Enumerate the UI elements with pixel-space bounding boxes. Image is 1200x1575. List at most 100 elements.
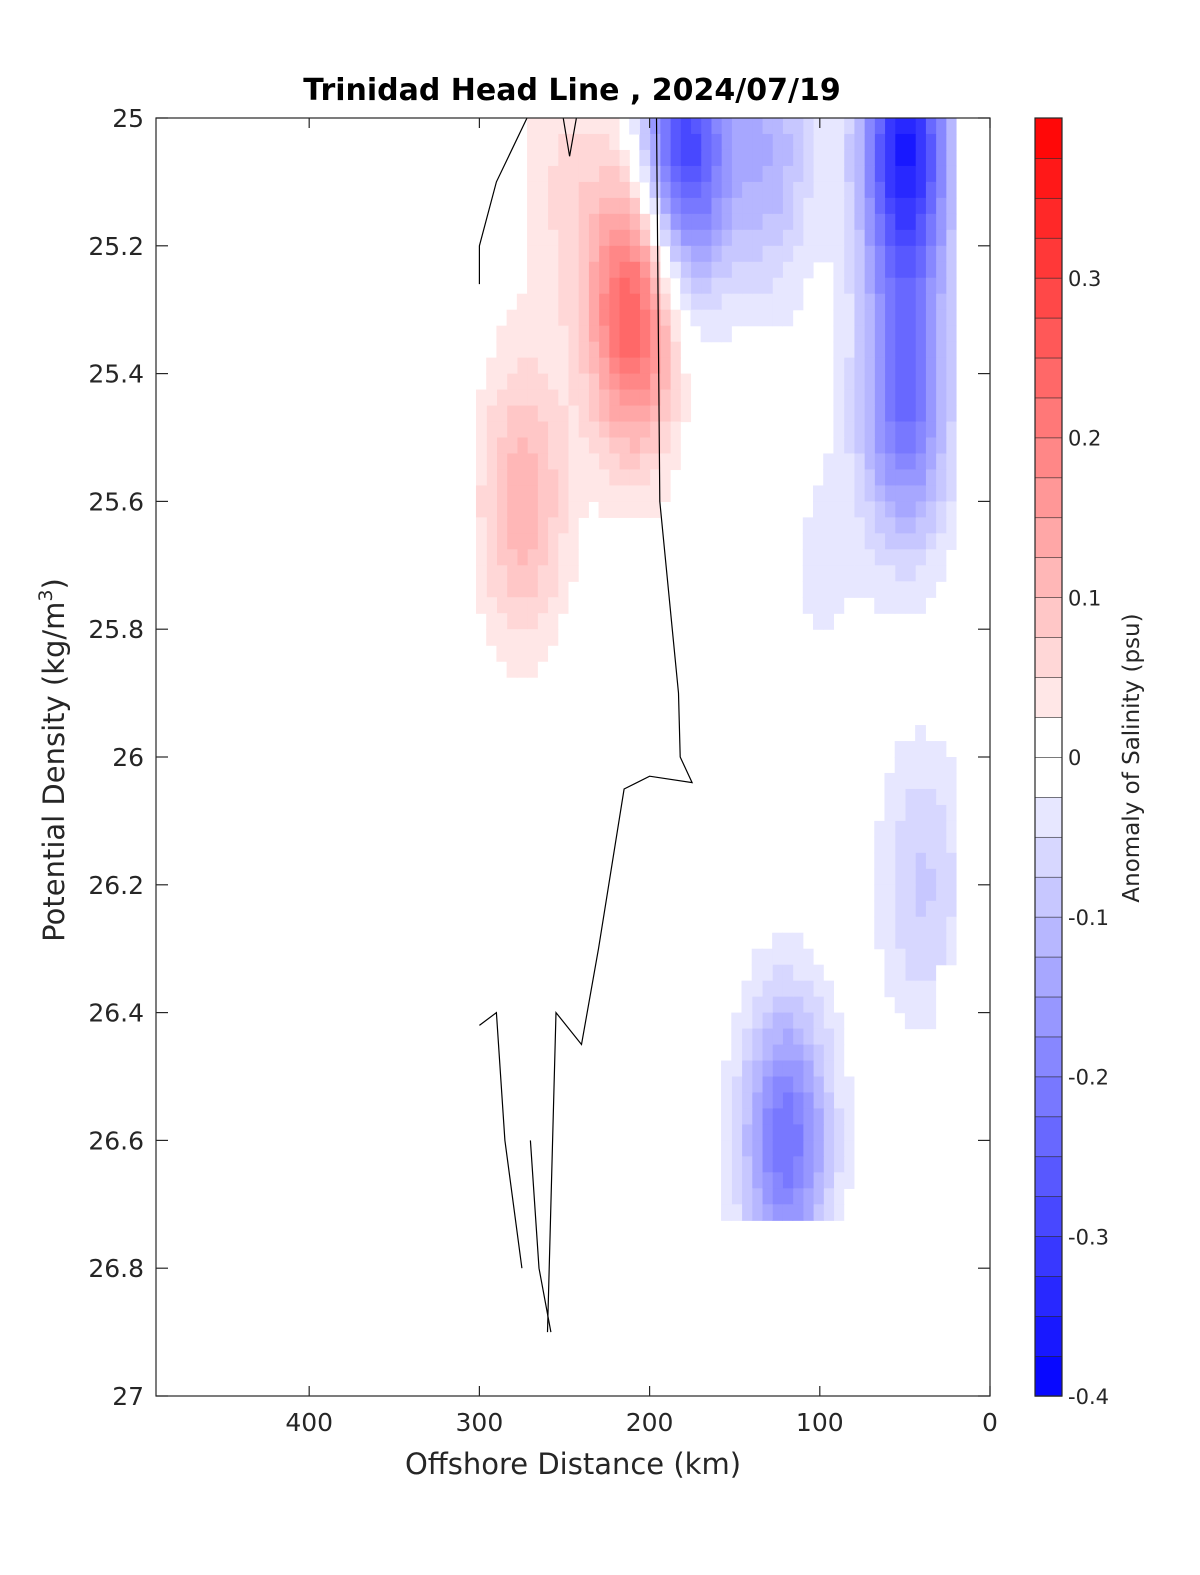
contour-cell bbox=[792, 213, 804, 231]
contour-cell bbox=[864, 405, 875, 423]
contour-cell bbox=[690, 213, 702, 231]
contour-cell bbox=[772, 149, 783, 167]
contour-cell bbox=[935, 453, 947, 471]
contour-cell bbox=[618, 453, 630, 471]
contour-cell bbox=[904, 565, 916, 582]
contour-cell bbox=[680, 261, 692, 279]
contour-cell bbox=[639, 453, 651, 471]
contour-cell bbox=[925, 996, 937, 1014]
contour-cell bbox=[894, 772, 906, 790]
contour-cell bbox=[904, 261, 916, 279]
contour-cell bbox=[486, 405, 498, 423]
contour-cell bbox=[588, 309, 600, 327]
contour-cell bbox=[618, 405, 630, 423]
contour-cell bbox=[567, 357, 579, 375]
contour-cell bbox=[659, 229, 671, 247]
contour-cell bbox=[751, 181, 763, 199]
contour-cell bbox=[823, 1092, 835, 1110]
contour-cell bbox=[608, 133, 620, 151]
contour-cell bbox=[670, 373, 681, 391]
contour-cell bbox=[945, 469, 957, 487]
contour-cell bbox=[782, 1204, 794, 1221]
contour-cell bbox=[486, 373, 498, 391]
contour-cell bbox=[567, 405, 579, 423]
contour-cell bbox=[710, 325, 722, 343]
contour-cell bbox=[710, 293, 722, 311]
colorbar-segment bbox=[1034, 157, 1063, 199]
contour-cell bbox=[874, 421, 886, 439]
contour-cell bbox=[792, 1172, 804, 1189]
contour-cell bbox=[710, 245, 722, 263]
contour-cell bbox=[537, 277, 549, 295]
contour-cell bbox=[659, 437, 671, 455]
contour-cell bbox=[874, 501, 886, 518]
contour-cell bbox=[904, 932, 916, 950]
contour-cell bbox=[812, 213, 824, 231]
contour-cell bbox=[772, 165, 783, 183]
contour-cell bbox=[588, 469, 600, 487]
contour-cell bbox=[833, 533, 845, 550]
contour-cell bbox=[802, 581, 814, 598]
contour-cell bbox=[537, 133, 549, 151]
contour-cell bbox=[527, 149, 538, 167]
contour-cell bbox=[823, 165, 835, 183]
contour-cell bbox=[751, 980, 763, 998]
contour-cell bbox=[578, 309, 589, 327]
x-tick-label: 300 bbox=[456, 1408, 504, 1437]
contour-cell bbox=[925, 149, 937, 167]
contour-cell bbox=[527, 261, 538, 279]
contour-cell bbox=[731, 1188, 743, 1205]
contour-cell bbox=[884, 852, 896, 870]
contour-cell bbox=[608, 501, 620, 518]
contour-cell bbox=[731, 1108, 743, 1126]
contour-cell bbox=[812, 1124, 824, 1141]
contour-cell bbox=[894, 852, 906, 870]
contour-cell bbox=[874, 245, 886, 263]
contour-cell bbox=[516, 437, 528, 455]
contour-cell bbox=[874, 213, 886, 231]
contour-cell bbox=[557, 453, 569, 471]
contour-cell bbox=[629, 197, 640, 215]
contour-cell bbox=[915, 437, 926, 455]
contour-cell bbox=[792, 1108, 804, 1126]
contour-cell bbox=[567, 485, 579, 502]
contour-cell bbox=[833, 565, 845, 582]
contour-cell bbox=[853, 118, 865, 135]
contour-cell bbox=[945, 229, 957, 247]
contour-cell bbox=[516, 469, 528, 487]
contour-cell bbox=[700, 229, 712, 247]
contour-cell bbox=[506, 517, 518, 534]
colorbar bbox=[1034, 117, 1063, 1397]
contour-cell bbox=[731, 1092, 743, 1110]
contour-cell bbox=[608, 373, 620, 391]
colorbar-segment bbox=[1034, 676, 1063, 718]
contour-cell bbox=[945, 277, 957, 295]
contour-cell bbox=[833, 1188, 845, 1205]
contour-cell bbox=[843, 357, 855, 375]
contour-cell bbox=[761, 1124, 773, 1141]
colorbar-segment bbox=[1034, 277, 1063, 319]
contour-field bbox=[475, 118, 957, 1221]
contour-cell bbox=[925, 916, 937, 934]
contour-cell bbox=[843, 453, 855, 471]
contour-cell bbox=[812, 1108, 824, 1126]
contour-cell bbox=[823, 581, 835, 598]
contour-cell bbox=[629, 309, 640, 327]
contour-cell bbox=[915, 245, 926, 263]
contour-cell bbox=[537, 229, 549, 247]
contour-cell bbox=[670, 213, 681, 231]
contour-cell bbox=[537, 645, 549, 662]
contour-cell bbox=[884, 948, 896, 966]
contour-cell bbox=[608, 197, 620, 215]
contour-cell bbox=[578, 277, 589, 295]
y-axis-title-end: ) bbox=[37, 578, 71, 589]
contour-cell bbox=[475, 581, 487, 598]
contour-cell bbox=[751, 1156, 763, 1173]
contour-cell bbox=[945, 373, 957, 391]
x-tick-label: 0 bbox=[982, 1408, 998, 1437]
contour-cell bbox=[782, 309, 794, 327]
contour-cell bbox=[567, 118, 579, 135]
contour-cell bbox=[843, 325, 855, 343]
contour-cell bbox=[670, 405, 681, 423]
contour-cell bbox=[506, 661, 518, 678]
